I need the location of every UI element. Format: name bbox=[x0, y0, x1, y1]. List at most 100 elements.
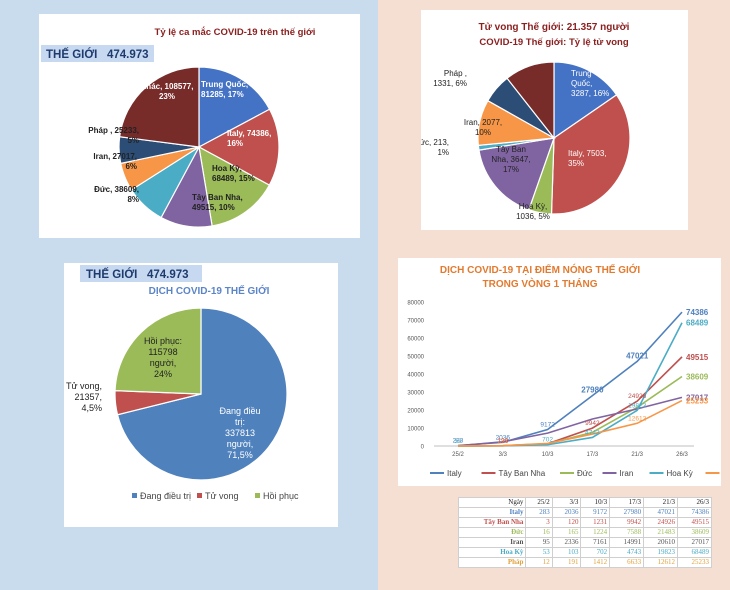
status-legend-swatch-2 bbox=[255, 493, 260, 498]
status-pie-chart: THẾ GIỚI 474.973 DỊCH COVID-19 THẾ GIỚI Đan… bbox=[66, 265, 299, 501]
legend-label-2: Đức bbox=[577, 469, 592, 478]
data-label-9: 27017 bbox=[686, 393, 709, 402]
deaths-pie-chart: Tử vong Thế giới: 21.357 người COVID-19 T… bbox=[421, 21, 631, 221]
x-tick-0: 25/2 bbox=[452, 452, 464, 458]
status-label-tu-vong: Tử vong, 21357, 4,5% bbox=[66, 381, 102, 413]
table-row: Pháp 12 191 1412 6633 12612 25233 bbox=[457, 557, 712, 568]
table-cell: 9172 bbox=[580, 507, 611, 518]
table-header-cell: 21/3 bbox=[643, 497, 679, 508]
table-cell: 2336 bbox=[551, 537, 582, 548]
table-row: Iran 95 2336 7161 14991 20610 27017 bbox=[457, 537, 712, 548]
cases-slice-1 bbox=[197, 108, 280, 186]
status-legend-swatch-0 bbox=[132, 493, 137, 498]
table-header-cell: Ngày bbox=[457, 497, 527, 508]
table-cell: 14991 bbox=[609, 537, 645, 548]
table-cell: 49515 bbox=[677, 517, 712, 528]
status-slice-0 bbox=[116, 307, 288, 481]
y-tick-4: 40000 bbox=[407, 373, 424, 379]
table-row: Đức 16 165 1224 7588 21483 38609 bbox=[457, 527, 712, 538]
table-cell: 27980 bbox=[609, 507, 645, 518]
cases-label-tây-ban-nha: Tây Ban Nha, 49515, 10% bbox=[192, 193, 243, 212]
status-slice-2 bbox=[114, 307, 202, 395]
x-tick-5: 26/3 bbox=[676, 452, 688, 458]
cases-pie-panel: Tỷ lệ ca mắc COVID-19 trên thế giới THẾ G… bbox=[39, 14, 360, 238]
hotspot-line-chart: DỊCH COVID-19 TẠI ĐIỂM NÓNG THẾ GIỚITRON… bbox=[407, 263, 720, 478]
deaths-label-trung-quốc: Trung Quốc, 3287, 16% bbox=[571, 69, 609, 98]
table-row-name: Iran bbox=[457, 537, 527, 548]
data-label-2: 9172 bbox=[540, 421, 555, 428]
table-cell: 95 bbox=[525, 537, 553, 548]
status-badge bbox=[80, 265, 202, 282]
status-label-hoi-phuc: Hồi phục: 115798 người, 24% bbox=[144, 336, 182, 379]
table-cell: 191 bbox=[551, 557, 582, 568]
legend-label-1: Tây Ban Nha bbox=[499, 469, 546, 478]
table-row-name: Đức bbox=[457, 527, 527, 538]
status-badge-value: 474.973 bbox=[147, 269, 189, 281]
deaths-slice-7 bbox=[506, 61, 555, 140]
data-label-16: 702 bbox=[542, 437, 553, 444]
table-cell: 12612 bbox=[643, 557, 679, 568]
table-header-cell: 10/3 bbox=[580, 497, 611, 508]
deaths-label-iran: Iran, 2077, 10% bbox=[464, 118, 502, 137]
cases-pie-chart: Tỷ lệ ca mắc COVID-19 trên thế giới THẾ G… bbox=[41, 26, 316, 228]
table-cell: 16 bbox=[525, 527, 553, 538]
series-line-tây-ban-nha bbox=[457, 356, 683, 447]
cases-label-iran: Iran, 27017, 6% bbox=[93, 152, 137, 171]
deaths-subtitle: COVID-19 Thế giới: Tỷ lệ tử vong bbox=[479, 37, 628, 48]
cases-label-đức: Đức, 38609, 8% bbox=[94, 185, 139, 204]
table-cell: 120 bbox=[551, 517, 582, 528]
cases-label-italy: Italy, 74386, 16% bbox=[227, 129, 271, 148]
cases-label-pháp: Pháp , 25233, 5% bbox=[88, 126, 139, 145]
status-legend-label-2: Hồi phục bbox=[263, 491, 299, 501]
x-tick-4: 21/3 bbox=[631, 452, 643, 458]
status-legend-label-0: Đang điều trị bbox=[140, 491, 191, 501]
series-line-hoa-kỳ bbox=[457, 322, 683, 447]
legend-label-3: Iran bbox=[620, 469, 634, 478]
data-label-17: 53 bbox=[454, 438, 462, 445]
data-label-6: 68489 bbox=[686, 319, 709, 328]
deaths-label-hoa-kỳ: Hoa Kỳ, 1036, 5% bbox=[516, 202, 550, 221]
table-row: Tây Ban Nha 3 120 1231 9942 24926 49515 bbox=[457, 517, 712, 528]
table-cell: 25233 bbox=[677, 557, 712, 568]
data-label-1: 2036 bbox=[496, 434, 511, 441]
cases-table: Ngày 25/2 3/3 10/3 17/3 21/3 26/3 Italy 283 2036 9… bbox=[457, 497, 712, 568]
table-cell: 165 bbox=[551, 527, 582, 538]
table-header-cell: 3/3 bbox=[551, 497, 582, 508]
cases-badge-value: 474.973 bbox=[107, 49, 149, 61]
table-cell: 7161 bbox=[580, 537, 611, 548]
data-label-4: 47021 bbox=[626, 351, 649, 360]
table-row-name: Italy bbox=[457, 507, 527, 518]
y-tick-6: 60000 bbox=[407, 337, 424, 343]
table-header-row: Ngày 25/2 3/3 10/3 17/3 21/3 26/3 bbox=[457, 497, 712, 508]
x-tick-3: 17/3 bbox=[587, 452, 599, 458]
table-cell: 9942 bbox=[609, 517, 645, 528]
legend-label-4: Hoa Kỳ bbox=[667, 469, 693, 478]
status-title: DỊCH COVID-19 THẾ GIỚI bbox=[149, 284, 270, 297]
deaths-slice-0 bbox=[553, 61, 618, 140]
cases-slice-2 bbox=[198, 145, 271, 227]
table-cell: 38609 bbox=[677, 527, 712, 538]
table-row: Italy 283 2036 9172 27980 47021 74386 bbox=[457, 507, 712, 518]
data-label-0: 283 bbox=[453, 437, 464, 444]
line-title: DỊCH COVID-19 TẠI ĐIỂM NÓNG THẾ GIỚI bbox=[440, 263, 640, 276]
data-label-14: 9942 bbox=[585, 420, 600, 427]
data-label-13: 12612 bbox=[628, 415, 646, 422]
table-row-name: Hoa Kỳ bbox=[457, 547, 527, 558]
table-cell: 3 bbox=[525, 517, 553, 528]
table-cell: 19823 bbox=[643, 547, 679, 558]
cases-title: Tỷ lệ ca mắc COVID-19 trên thế giới bbox=[155, 26, 316, 38]
table-cell: 24926 bbox=[643, 517, 679, 528]
data-label-19: 120 bbox=[497, 438, 508, 445]
cases-label-khác: Khác, 108577, 23% bbox=[141, 82, 194, 101]
line-chart-panel: DỊCH COVID-19 TẠI ĐIỂM NÓNG THẾ GIỚI TRON… bbox=[398, 258, 721, 486]
table-header-cell: 25/2 bbox=[525, 497, 553, 508]
table-cell: 6633 bbox=[609, 557, 645, 568]
y-tick-0: 0 bbox=[421, 445, 425, 451]
table-cell: 21483 bbox=[643, 527, 679, 538]
table-cell: 53 bbox=[525, 547, 553, 558]
data-label-12: 19823 bbox=[628, 402, 646, 409]
data-label-18: 191 bbox=[497, 438, 508, 445]
table-cell: 68489 bbox=[677, 547, 712, 558]
table-cell: 103 bbox=[551, 547, 582, 558]
deaths-label-italy: Italy, 7503, 35% bbox=[568, 149, 607, 168]
